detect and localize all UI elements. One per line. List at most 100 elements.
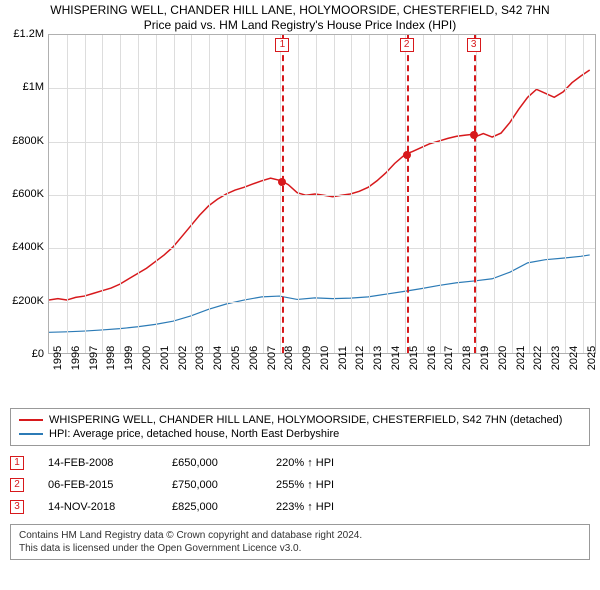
y-tick-label: £800K bbox=[12, 135, 44, 147]
x-tick-label: 2008 bbox=[283, 346, 295, 370]
event-pct: 220% ↑ HPI bbox=[276, 457, 386, 469]
gridline-h bbox=[49, 142, 595, 143]
x-tick-label: 2021 bbox=[515, 346, 527, 370]
gridline-v bbox=[316, 35, 317, 353]
legend-row: WHISPERING WELL, CHANDER HILL LANE, HOLY… bbox=[19, 413, 581, 427]
legend-row: HPI: Average price, detached house, Nort… bbox=[19, 427, 581, 441]
x-tick-label: 2025 bbox=[586, 346, 598, 370]
gridline-v bbox=[120, 35, 121, 353]
legend-swatch bbox=[19, 433, 43, 435]
event-vline bbox=[407, 35, 409, 353]
gridline-v bbox=[138, 35, 139, 353]
gridline-v bbox=[458, 35, 459, 353]
gridline-v bbox=[565, 35, 566, 353]
gridline-v bbox=[476, 35, 477, 353]
x-tick-label: 2020 bbox=[497, 346, 509, 370]
x-tick-label: 2017 bbox=[443, 346, 455, 370]
x-tick-label: 2009 bbox=[301, 346, 313, 370]
y-tick-label: £200K bbox=[12, 295, 44, 307]
event-point bbox=[278, 178, 286, 186]
gridline-h bbox=[49, 302, 595, 303]
gridline-v bbox=[512, 35, 513, 353]
x-tick-label: 2003 bbox=[194, 346, 206, 370]
x-tick-label: 2005 bbox=[230, 346, 242, 370]
x-tick-label: 2010 bbox=[319, 346, 331, 370]
event-row: 3 14-NOV-2018 £825,000 223% ↑ HPI bbox=[10, 496, 590, 518]
gridline-v bbox=[583, 35, 584, 353]
event-price: £750,000 bbox=[172, 479, 252, 491]
event-pct: 223% ↑ HPI bbox=[276, 501, 386, 513]
gridline-v bbox=[280, 35, 281, 353]
gridline-v bbox=[387, 35, 388, 353]
gridline-v bbox=[351, 35, 352, 353]
x-tick-label: 2013 bbox=[372, 346, 384, 370]
event-price: £825,000 bbox=[172, 501, 252, 513]
gridline-h bbox=[49, 248, 595, 249]
x-axis: 1995199619971998199920002001200220032004… bbox=[48, 354, 596, 404]
event-vline bbox=[282, 35, 284, 353]
x-tick-label: 2001 bbox=[159, 346, 171, 370]
x-tick-label: 2004 bbox=[212, 346, 224, 370]
gridline-v bbox=[440, 35, 441, 353]
gridline-h bbox=[49, 195, 595, 196]
footer-attribution: Contains HM Land Registry data © Crown c… bbox=[10, 524, 590, 560]
event-point bbox=[403, 151, 411, 159]
x-tick-label: 2012 bbox=[354, 346, 366, 370]
y-tick-label: £1M bbox=[23, 81, 44, 93]
legend-label: HPI: Average price, detached house, Nort… bbox=[49, 428, 339, 440]
gridline-v bbox=[529, 35, 530, 353]
event-num-box: 3 bbox=[10, 500, 24, 514]
event-marker-box: 2 bbox=[400, 38, 414, 52]
event-date: 14-NOV-2018 bbox=[48, 501, 148, 513]
gridline-v bbox=[85, 35, 86, 353]
x-tick-label: 2002 bbox=[177, 346, 189, 370]
x-tick-label: 2015 bbox=[408, 346, 420, 370]
x-tick-label: 2006 bbox=[248, 346, 260, 370]
events-table: 114-FEB-2008£650,000220% ↑ HPI206-FEB-20… bbox=[10, 452, 590, 518]
gridline-v bbox=[263, 35, 264, 353]
event-marker-box: 3 bbox=[467, 38, 481, 52]
gridline-v bbox=[245, 35, 246, 353]
event-vline bbox=[474, 35, 476, 353]
gridline-v bbox=[209, 35, 210, 353]
series-subject bbox=[49, 70, 590, 300]
x-tick-label: 2000 bbox=[141, 346, 153, 370]
legend-label: WHISPERING WELL, CHANDER HILL LANE, HOLY… bbox=[49, 414, 562, 426]
gridline-v bbox=[298, 35, 299, 353]
event-num-box: 1 bbox=[10, 456, 24, 470]
gridline-v bbox=[67, 35, 68, 353]
event-row: 114-FEB-2008£650,000220% ↑ HPI bbox=[10, 452, 590, 474]
event-marker-box: 1 bbox=[275, 38, 289, 52]
x-tick-label: 1997 bbox=[88, 346, 100, 370]
gridline-h bbox=[49, 88, 595, 89]
title-block: WHISPERING WELL, CHANDER HILL LANE, HOLY… bbox=[0, 0, 600, 34]
x-tick-label: 1998 bbox=[105, 346, 117, 370]
gridline-v bbox=[227, 35, 228, 353]
gridline-v bbox=[191, 35, 192, 353]
gridline-v bbox=[547, 35, 548, 353]
y-tick-label: £1.2M bbox=[13, 28, 44, 40]
gridline-v bbox=[102, 35, 103, 353]
footer-line-1: Contains HM Land Registry data © Crown c… bbox=[19, 529, 581, 542]
event-pct: 255% ↑ HPI bbox=[276, 479, 386, 491]
x-tick-label: 2023 bbox=[550, 346, 562, 370]
gridline-v bbox=[494, 35, 495, 353]
x-tick-label: 1996 bbox=[70, 346, 82, 370]
plot-area: 1 2 3 bbox=[48, 34, 596, 354]
x-tick-label: 2018 bbox=[461, 346, 473, 370]
gridline-v bbox=[156, 35, 157, 353]
y-axis: £0£200K£400K£600K£800K£1M£1.2M bbox=[0, 34, 48, 354]
x-tick-label: 2007 bbox=[266, 346, 278, 370]
gridline-v bbox=[334, 35, 335, 353]
event-date: 06-FEB-2015 bbox=[48, 479, 148, 491]
event-row: 206-FEB-2015£750,000255% ↑ HPI bbox=[10, 474, 590, 496]
x-tick-label: 2019 bbox=[479, 346, 491, 370]
gridline-v bbox=[174, 35, 175, 353]
event-price: £650,000 bbox=[172, 457, 252, 469]
x-tick-label: 2016 bbox=[426, 346, 438, 370]
legend-swatch bbox=[19, 419, 43, 421]
title-line-1: WHISPERING WELL, CHANDER HILL LANE, HOLY… bbox=[10, 3, 590, 17]
title-line-2: Price paid vs. HM Land Registry's House … bbox=[10, 18, 590, 32]
y-tick-label: £600K bbox=[12, 188, 44, 200]
series-hpi bbox=[49, 255, 590, 332]
